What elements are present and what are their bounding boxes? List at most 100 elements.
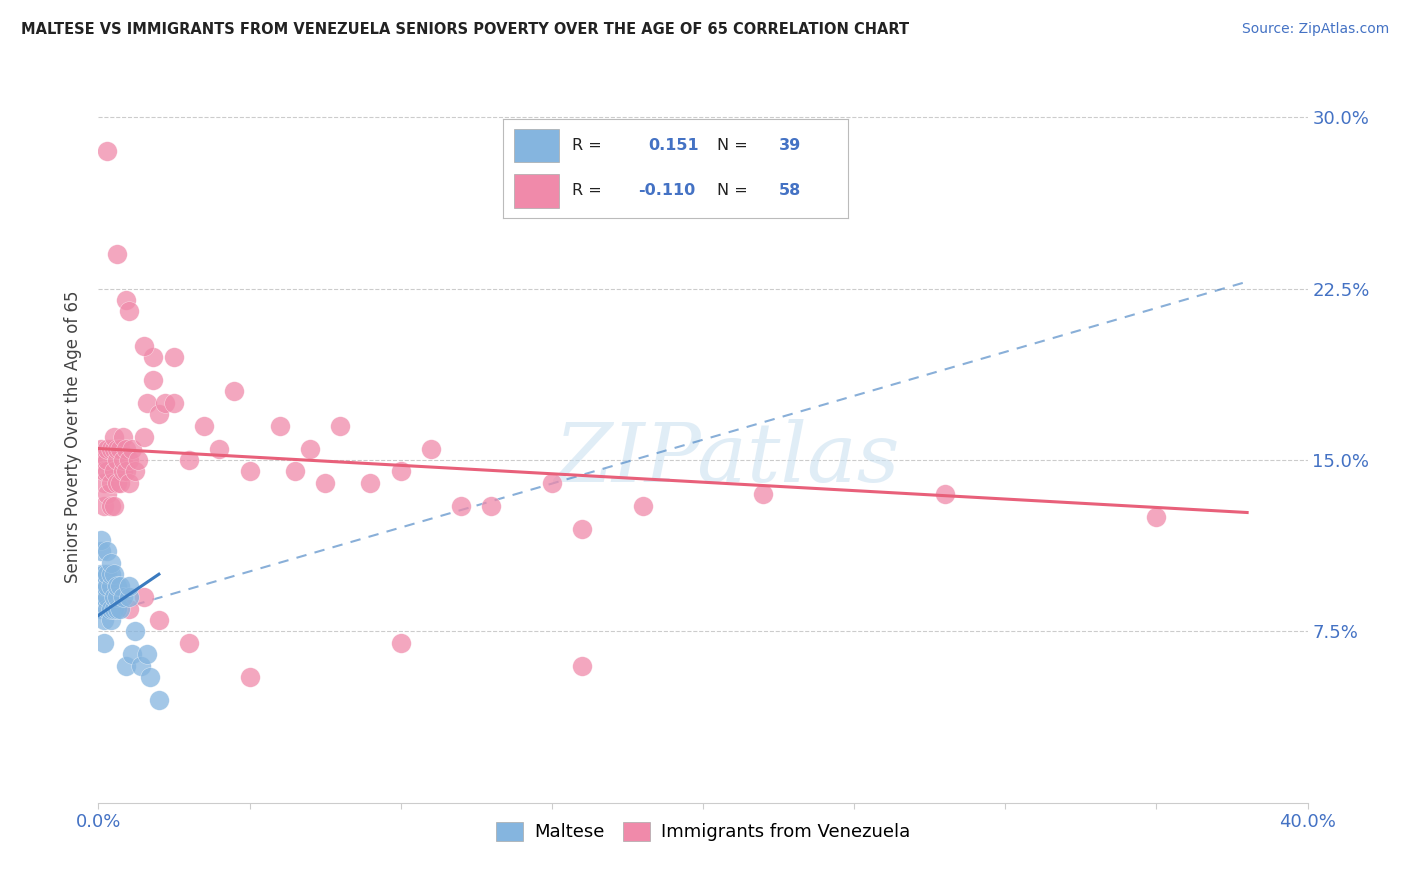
Point — [153, 396, 176, 410]
Point — [142, 373, 165, 387]
Point — [142, 350, 165, 364]
Point — [571, 521, 593, 535]
Point — [163, 396, 186, 410]
Point — [299, 442, 322, 456]
Point — [118, 590, 141, 604]
Point — [103, 601, 125, 615]
Point — [111, 453, 134, 467]
Point — [132, 338, 155, 352]
Point — [96, 579, 118, 593]
Point — [1144, 510, 1167, 524]
Point — [360, 475, 382, 490]
Text: ZIPatlas: ZIPatlas — [554, 419, 900, 499]
Point — [314, 475, 336, 490]
Point — [93, 567, 115, 582]
Point — [631, 499, 654, 513]
Point — [121, 442, 143, 456]
Point — [105, 475, 128, 490]
Point — [118, 453, 141, 467]
Point — [96, 145, 118, 159]
Point — [118, 601, 141, 615]
Point — [163, 350, 186, 364]
Point — [90, 453, 112, 467]
Point — [103, 499, 125, 513]
Point — [96, 464, 118, 478]
Point — [239, 670, 262, 684]
Point — [96, 601, 118, 615]
Point — [96, 487, 118, 501]
Point — [103, 430, 125, 444]
Point — [96, 442, 118, 456]
Point — [108, 601, 131, 615]
Point — [148, 693, 170, 707]
Point — [269, 418, 291, 433]
Point — [90, 590, 112, 604]
Point — [90, 533, 112, 547]
Legend: Maltese, Immigrants from Venezuela: Maltese, Immigrants from Venezuela — [489, 814, 917, 848]
Point — [389, 464, 412, 478]
Point — [105, 590, 128, 604]
Point — [135, 647, 157, 661]
Point — [108, 579, 131, 593]
Point — [132, 590, 155, 604]
Point — [100, 442, 122, 456]
Point — [100, 499, 122, 513]
Point — [148, 613, 170, 627]
Point — [121, 647, 143, 661]
Point — [90, 579, 112, 593]
Point — [208, 442, 231, 456]
Point — [124, 464, 146, 478]
Point — [93, 464, 115, 478]
Point — [124, 624, 146, 639]
Point — [329, 418, 352, 433]
Point — [93, 636, 115, 650]
Point — [93, 590, 115, 604]
Point — [100, 613, 122, 627]
Point — [93, 613, 115, 627]
Point — [239, 464, 262, 478]
Point — [105, 453, 128, 467]
Point — [135, 396, 157, 410]
Point — [90, 544, 112, 558]
Point — [450, 499, 472, 513]
Point — [111, 430, 134, 444]
Point — [540, 475, 562, 490]
Point — [93, 499, 115, 513]
Point — [100, 475, 122, 490]
Point — [105, 247, 128, 261]
Point — [284, 464, 307, 478]
Point — [114, 293, 136, 307]
Point — [114, 464, 136, 478]
Point — [105, 601, 128, 615]
Point — [118, 475, 141, 490]
Point — [114, 658, 136, 673]
Point — [389, 636, 412, 650]
Point — [132, 430, 155, 444]
Point — [193, 418, 215, 433]
Point — [96, 590, 118, 604]
Point — [118, 579, 141, 593]
Point — [96, 453, 118, 467]
Point — [571, 658, 593, 673]
Point — [103, 567, 125, 582]
Point — [90, 567, 112, 582]
Point — [103, 464, 125, 478]
Point — [90, 601, 112, 615]
Point — [179, 636, 201, 650]
Point — [93, 579, 115, 593]
Point — [179, 453, 201, 467]
Point — [103, 442, 125, 456]
Point — [108, 442, 131, 456]
Point — [114, 442, 136, 456]
Point — [224, 384, 246, 399]
Point — [111, 590, 134, 604]
Point — [100, 556, 122, 570]
Point — [129, 658, 152, 673]
Point — [420, 442, 443, 456]
Point — [100, 567, 122, 582]
Point — [103, 590, 125, 604]
Point — [100, 601, 122, 615]
Point — [90, 442, 112, 456]
Point — [481, 499, 503, 513]
Point — [148, 407, 170, 421]
